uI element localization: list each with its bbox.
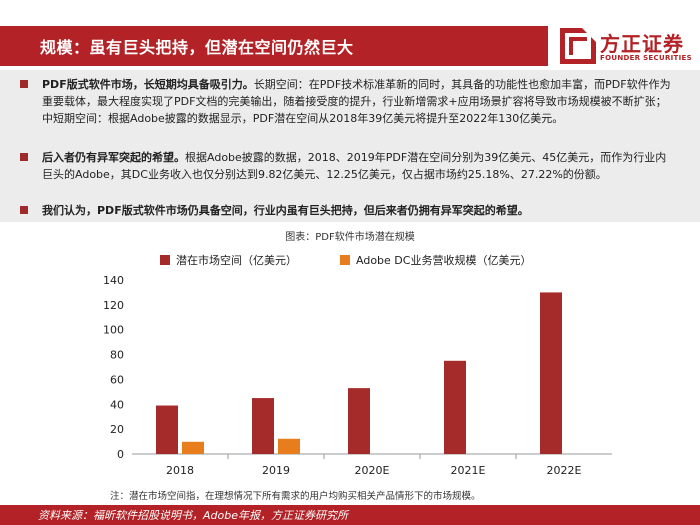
bar-market xyxy=(348,388,370,454)
bullet-3-bold: 我们认为，PDF版式软件市场仍具备空间，行业内虽有巨头把持，但后来者仍拥有异军突… xyxy=(42,204,529,217)
logo-chinese-name: 方正证券 xyxy=(600,32,684,56)
y-tick-label: 0 xyxy=(117,448,124,461)
x-tick-label: 2019 xyxy=(262,464,290,477)
source-footer: 资料来源：福昕软件招股说明书，Adobe年报，方正证券研究所 xyxy=(0,505,700,525)
legend-label-market: 潜在市场空间（亿美元） xyxy=(176,254,297,267)
chart-note: 注：潜在市场空间指，在理想情况下所有需求的用户均购买相关产品情形下的市场规模。 xyxy=(110,491,481,502)
y-tick-label: 100 xyxy=(103,324,124,337)
bullet-2-bold: 后入者仍有异军突起的希望。 xyxy=(42,151,185,164)
bullet-2: 后入者仍有异军突起的希望。根据Adobe披露的数据，2018、2019年PDF潜… xyxy=(20,149,672,183)
x-tick-label: 2018 xyxy=(166,464,194,477)
y-tick-label: 80 xyxy=(110,349,124,362)
bar-adobe xyxy=(182,441,204,454)
page-title-text: 规模：虽有巨头把持，但潜在空间仍然巨大 xyxy=(40,38,354,57)
x-tick-label: 2021E xyxy=(451,464,486,477)
x-tick-label: 2022E xyxy=(547,464,582,477)
page-title: 规模：虽有巨头把持，但潜在空间仍然巨大 xyxy=(0,26,548,66)
bar-market xyxy=(252,398,274,454)
bullet-square-icon xyxy=(20,80,28,88)
bullet-square-icon xyxy=(20,153,28,161)
legend-swatch-adobe xyxy=(340,255,350,265)
y-tick-label: 40 xyxy=(110,398,124,411)
legend-item-market: 潜在市场空间（亿美元） xyxy=(160,252,297,268)
bullet-square-icon xyxy=(20,206,28,214)
founder-logo-icon xyxy=(560,28,596,64)
brand-logo: 方正证券 FOUNDER SECURITIES xyxy=(560,24,700,68)
logo-english-name: FOUNDER SECURITIES xyxy=(600,54,692,62)
x-tick-label: 2020E xyxy=(355,464,390,477)
bullet-3: 我们认为，PDF版式软件市场仍具备空间，行业内虽有巨头把持，但后来者仍拥有异军突… xyxy=(20,202,672,219)
bullet-2-text: 根据Adobe披露的数据，2018、2019年PDF潜在空间分别为39亿美元、4… xyxy=(42,151,667,181)
source-footer-text: 资料来源：福昕软件招股说明书，Adobe年报，方正证券研究所 xyxy=(38,509,348,522)
summary-panel xyxy=(0,70,700,222)
y-tick-label: 20 xyxy=(110,423,124,436)
bar-market xyxy=(156,405,178,454)
y-tick-label: 120 xyxy=(103,299,124,312)
bar-market xyxy=(444,360,466,454)
bar-adobe xyxy=(278,438,300,454)
legend-label-adobe: Adobe DC业务营收规模（亿美元） xyxy=(356,254,532,267)
chart-caption: 图表：PDF软件市场潜在规模 xyxy=(285,232,415,243)
legend-item-adobe: Adobe DC业务营收规模（亿美元） xyxy=(340,252,531,268)
y-tick-label: 140 xyxy=(103,274,124,287)
bullet-1: PDF版式软件市场，长短期均具备吸引力。长期空间：在PDF技术标准革新的同时，其… xyxy=(20,76,672,127)
bar-chart: 0 20 40 60 80 100 120 140 2018 2019 2020E 2021E 2022… xyxy=(103,274,612,477)
bar-market xyxy=(540,292,562,454)
bullet-1-bold: PDF版式软件市场，长短期均具备吸引力。 xyxy=(42,78,254,91)
bullet-1-text: 长期空间：在PDF技术标准革新的同时，其具备的功能性也愈加丰富，而PDF软件作为… xyxy=(42,78,671,125)
legend-swatch-market xyxy=(160,255,170,265)
y-tick-label: 60 xyxy=(110,373,124,386)
